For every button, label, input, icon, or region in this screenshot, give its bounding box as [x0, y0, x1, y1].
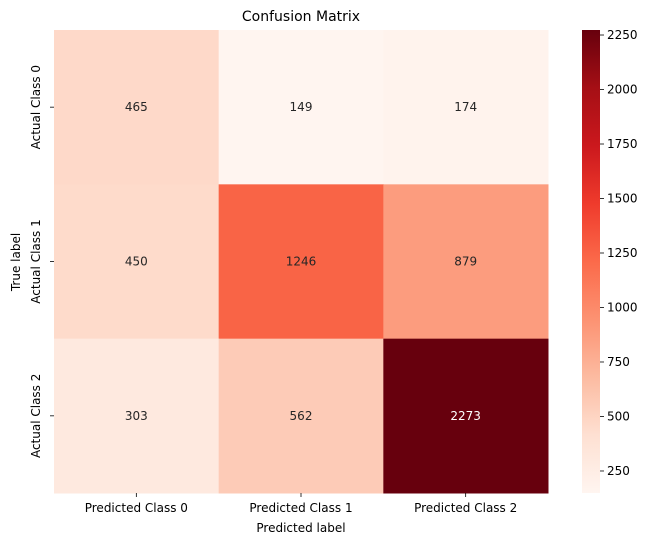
y-tick-label: Actual Class 1	[29, 219, 43, 303]
colorbar	[582, 30, 600, 493]
cell-value-label: 450	[125, 255, 148, 269]
heatmap-cell-r0-c1	[218, 30, 384, 185]
colorbar-ticks: 250 500 750 1000 1250 1500 1750 2000 2250	[600, 28, 638, 478]
x-axis-label: Predicted label	[256, 521, 345, 535]
colorbar-tick-label: 1250	[607, 246, 638, 260]
heatmap-cell-r1-c2	[383, 184, 549, 340]
heatmap-cell-r2-c2	[383, 338, 549, 494]
y-tick-label: Actual Class 0	[29, 65, 43, 149]
cell-value-label: 465	[125, 100, 148, 114]
cell-value-label: 303	[125, 409, 148, 423]
cell-value-label: 174	[454, 100, 477, 114]
heatmap-cell-r2-c0	[54, 338, 220, 494]
colorbar-tick-label: 1000	[607, 300, 638, 314]
cell-value-label: 879	[454, 255, 477, 269]
chart-title: Confusion Matrix	[242, 9, 360, 25]
y-axis-ticks: Actual Class 0 Actual Class 1 Actual Class…	[29, 65, 54, 458]
cell-value-label: 562	[290, 409, 313, 423]
x-axis-ticks: Predicted Class 0 Predicted Class 1 Predic…	[85, 493, 517, 515]
cell-value-label: 149	[290, 100, 313, 114]
colorbar-tick-label: 250	[607, 464, 630, 478]
cell-value-label: 1246	[286, 255, 317, 269]
heatmap-cell-r1-c0	[54, 184, 220, 340]
x-tick-label: Predicted Class 2	[414, 501, 517, 515]
heatmap-cell-r2-c1	[218, 338, 384, 494]
heatmap-cell-r0-c2	[383, 30, 549, 185]
heatmap-cells	[54, 30, 549, 494]
x-tick-label: Predicted Class 0	[85, 501, 188, 515]
colorbar-tick-label: 1500	[607, 192, 638, 206]
cell-value-label: 2273	[450, 409, 481, 423]
heatmap-cell-r1-c1	[218, 184, 384, 340]
y-tick-label: Actual Class 2	[29, 374, 43, 458]
heatmap-cell-labels: 465 149 174 450 1246 879 303 562 2273	[125, 100, 481, 423]
colorbar-tick-label: 2250	[607, 28, 638, 42]
colorbar-tick-label: 1750	[607, 137, 638, 151]
colorbar-tick-label: 500	[607, 409, 630, 423]
heatmap-cell-r0-c0	[54, 30, 220, 185]
colorbar-tick-label: 2000	[607, 83, 638, 97]
y-axis-label: True label	[9, 233, 23, 292]
colorbar-tick-label: 750	[607, 355, 630, 369]
x-tick-label: Predicted Class 1	[249, 501, 352, 515]
